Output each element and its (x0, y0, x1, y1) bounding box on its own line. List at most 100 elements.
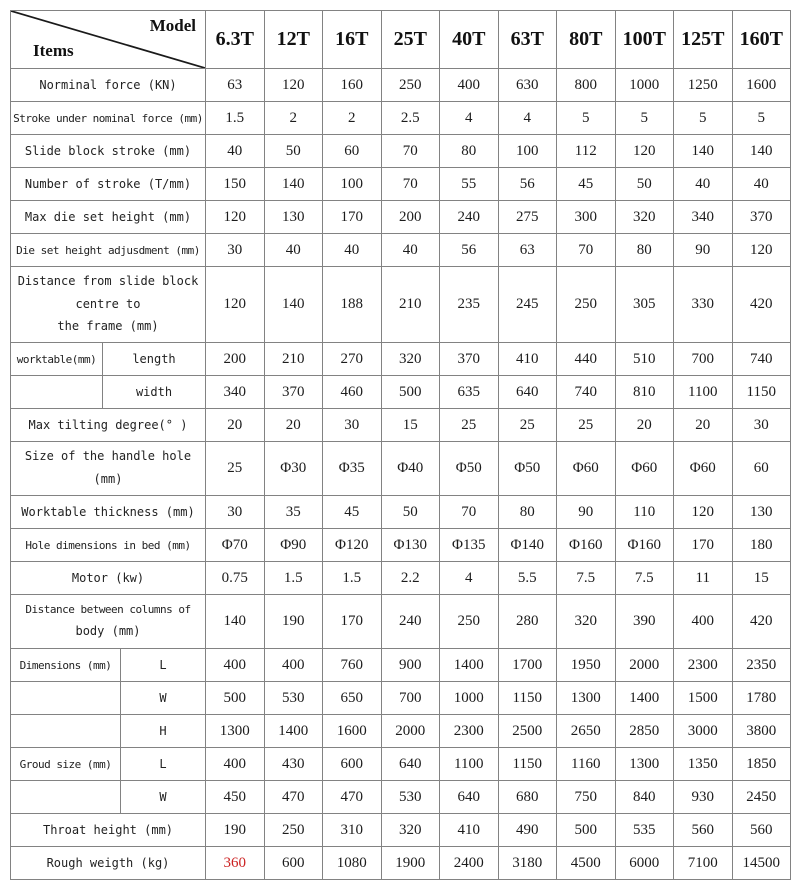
value-cell-stroke-under-nominal-force-100T: 5 (615, 102, 674, 135)
value-cell-motor-63T: 5.5 (498, 562, 557, 595)
value-cell-hole-dimensions-in-bed-16T: Φ120 (323, 529, 382, 562)
value-cell-worktable-thickness-16T: 45 (323, 496, 382, 529)
value-cell-worktable-length-16T: 270 (323, 343, 382, 376)
value-cell-worktable-thickness-100T: 110 (615, 496, 674, 529)
value-cell-distance-between-columns-125T: 400 (674, 595, 733, 649)
value-cell-slide-block-stroke-125T: 140 (674, 135, 733, 168)
value-cell-die-set-height-adjusdment-16T: 40 (323, 234, 382, 267)
value-cell-dimensions-w-63T: 1150 (498, 682, 557, 715)
value-cell-dimensions-h-6.3T: 1300 (206, 715, 265, 748)
value-cell-hole-dimensions-in-bed-80T: Φ160 (557, 529, 616, 562)
value-cell-worktable-width-16T: 460 (323, 376, 382, 409)
value-cell-rough-weigth-100T: 6000 (615, 847, 674, 880)
value-cell-max-tilting-degree-100T: 20 (615, 409, 674, 442)
row-label: Number of stroke (T/mm) (11, 168, 206, 201)
value-cell-hole-dimensions-in-bed-125T: 170 (674, 529, 733, 562)
value-cell-motor-6.3T: 0.75 (206, 562, 265, 595)
value-cell-max-tilting-degree-63T: 25 (498, 409, 557, 442)
value-cell-stroke-under-nominal-force-125T: 5 (674, 102, 733, 135)
value-cell-groud-size-l-125T: 1350 (674, 748, 733, 781)
value-cell-worktable-length-160T: 740 (732, 343, 791, 376)
table-row-slide-block-stroke: Slide block stroke (mm) 40 50 60 70 80 100 112 1… (11, 135, 791, 168)
value-cell-worktable-thickness-6.3T: 30 (206, 496, 265, 529)
value-cell-throat-height-160T: 560 (732, 814, 791, 847)
value-cell-worktable-length-100T: 510 (615, 343, 674, 376)
value-cell-dimensions-l-125T: 2300 (674, 649, 733, 682)
table-row-hole-dimensions-in-bed: Hole dimensions in bed (mm) Φ70 Φ90 Φ120 Φ13… (11, 529, 791, 562)
value-cell-die-set-height-adjusdment-160T: 120 (732, 234, 791, 267)
row-sub-label: L (121, 649, 206, 682)
value-cell-rough-weigth-63T: 3180 (498, 847, 557, 880)
row-label-line: centre to (75, 296, 141, 311)
row-label-line: body (mm) (75, 624, 141, 639)
value-cell-max-tilting-degree-125T: 20 (674, 409, 733, 442)
table-row-handle-hole-size: Size of the handle hole (mm) 25 Φ30 Φ35 Φ40 Φ5… (11, 442, 791, 496)
value-cell-throat-height-125T: 560 (674, 814, 733, 847)
value-cell-worktable-width-12T: 370 (264, 376, 323, 409)
row-label: Norminal force (KN) (11, 69, 206, 102)
value-cell-dimensions-w-125T: 1500 (674, 682, 733, 715)
value-cell-distance-between-columns-40T: 250 (440, 595, 499, 649)
row-label: Die set height adjusdment (mm) (11, 234, 206, 267)
value-cell-stroke-under-nominal-force-12T: 2 (264, 102, 323, 135)
value-cell-dimensions-h-80T: 2650 (557, 715, 616, 748)
value-cell-number-of-stroke-6.3T: 150 (206, 168, 265, 201)
value-cell-worktable-length-125T: 700 (674, 343, 733, 376)
table-row-groud-size-w: W 450 470 470 530 640 680 750 840 930 2450 (11, 781, 791, 814)
row-label-line: Distance from slide block (17, 274, 199, 289)
row-label: Size of the handle hole (mm) (11, 442, 206, 496)
model-label: Model (149, 16, 196, 35)
value-cell-max-tilting-degree-16T: 30 (323, 409, 382, 442)
value-cell-dimensions-h-16T: 1600 (323, 715, 382, 748)
row-group-label: Dimensions (mm) (11, 649, 121, 682)
value-cell-hole-dimensions-in-bed-25T: Φ130 (381, 529, 440, 562)
value-cell-hole-dimensions-in-bed-160T: 180 (732, 529, 791, 562)
value-cell-distance-slide-block-centre-125T: 330 (674, 267, 733, 343)
value-cell-worktable-length-63T: 410 (498, 343, 557, 376)
value-cell-worktable-thickness-125T: 120 (674, 496, 733, 529)
table-row-distance-slide-block-centre: Distance from slide block centre to the fr… (11, 267, 791, 343)
table-body: Norminal force (KN) 63 120 160 250 400 630 800 1… (11, 69, 791, 880)
value-cell-distance-slide-block-centre-63T: 245 (498, 267, 557, 343)
row-group-label: worktable(mm) (11, 343, 103, 376)
column-header-25T: 25T (381, 11, 440, 69)
table-row-worktable-thickness: Worktable thickness (mm) 30 35 45 50 70 80 90 11… (11, 496, 791, 529)
value-cell-dimensions-h-160T: 3800 (732, 715, 791, 748)
value-cell-distance-slide-block-centre-100T: 305 (615, 267, 674, 343)
value-cell-worktable-length-80T: 440 (557, 343, 616, 376)
value-cell-handle-hole-size-125T: Φ60 (674, 442, 733, 496)
value-cell-max-tilting-degree-80T: 25 (557, 409, 616, 442)
table-row-max-tilting-degree: Max tilting degree(° ) 20 20 30 15 25 25 25 20 20… (11, 409, 791, 442)
value-cell-distance-between-columns-63T: 280 (498, 595, 557, 649)
value-cell-groud-size-w-6.3T: 450 (206, 781, 265, 814)
value-cell-dimensions-h-100T: 2850 (615, 715, 674, 748)
value-cell-handle-hole-size-100T: Φ60 (615, 442, 674, 496)
row-label: Distance between columns of body (mm) (11, 595, 206, 649)
value-cell-stroke-under-nominal-force-160T: 5 (732, 102, 791, 135)
value-cell-worktable-width-100T: 810 (615, 376, 674, 409)
value-cell-slide-block-stroke-100T: 120 (615, 135, 674, 168)
value-cell-handle-hole-size-63T: Φ50 (498, 442, 557, 496)
value-cell-worktable-thickness-12T: 35 (264, 496, 323, 529)
value-cell-throat-height-6.3T: 190 (206, 814, 265, 847)
value-cell-nominal-force-40T: 400 (440, 69, 499, 102)
column-header-16T: 16T (323, 11, 382, 69)
value-cell-worktable-thickness-160T: 130 (732, 496, 791, 529)
value-cell-throat-height-12T: 250 (264, 814, 323, 847)
value-cell-groud-size-l-160T: 1850 (732, 748, 791, 781)
value-cell-worktable-width-63T: 640 (498, 376, 557, 409)
value-cell-dimensions-w-160T: 1780 (732, 682, 791, 715)
spec-table: Model Items 6.3T 12T 16T 25T 40T 63T 80T 100T 12… (10, 10, 791, 880)
row-sub-label: L (121, 748, 206, 781)
value-cell-motor-40T: 4 (440, 562, 499, 595)
value-cell-worktable-thickness-40T: 70 (440, 496, 499, 529)
value-cell-dimensions-h-63T: 2500 (498, 715, 557, 748)
value-cell-distance-slide-block-centre-16T: 188 (323, 267, 382, 343)
column-header-63T: 63T (498, 11, 557, 69)
value-cell-rough-weigth-160T: 14500 (732, 847, 791, 880)
row-sub-label: H (121, 715, 206, 748)
column-header-12T: 12T (264, 11, 323, 69)
value-cell-dimensions-w-12T: 530 (264, 682, 323, 715)
value-cell-rough-weigth-25T: 1900 (381, 847, 440, 880)
value-cell-motor-160T: 15 (732, 562, 791, 595)
